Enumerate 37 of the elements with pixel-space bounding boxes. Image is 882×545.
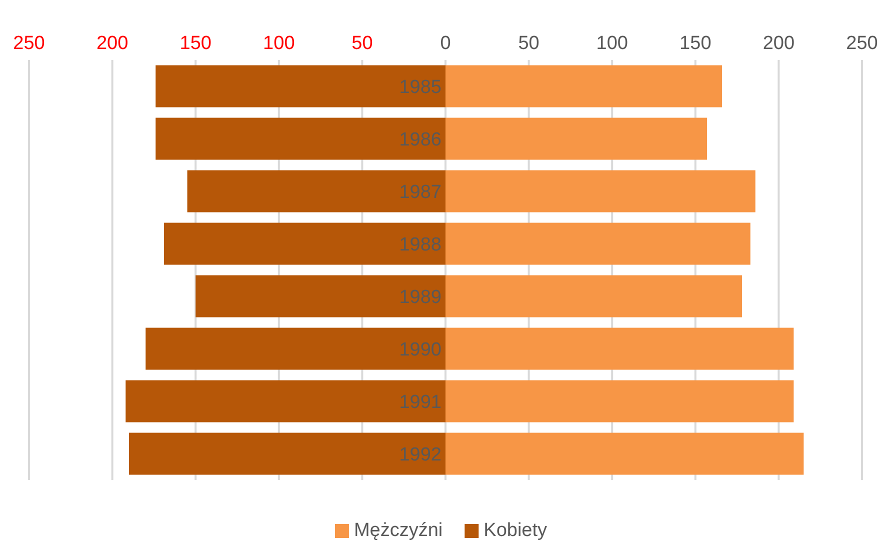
x-tick-label: 200 [762,33,795,54]
bar [128,432,446,475]
legend-label: Mężczyźni [354,520,443,541]
bar [164,222,446,265]
bar [446,222,750,265]
bar [446,118,708,160]
x-tick-label: 250 [846,33,878,54]
bar [446,275,742,318]
x-tick-label: 150 [680,33,712,54]
bar [446,380,794,422]
y-tick-label: 1991 [399,392,442,413]
bar [446,328,794,370]
bar [156,65,446,108]
y-tick-label: 1985 [399,76,442,98]
y-tick-label: 1987 [399,182,442,203]
y-tick-label: 1986 [399,129,442,150]
x-tick-label: 100 [596,33,628,54]
x-tick-label: 150 [180,33,212,54]
bar [187,170,446,212]
bar [126,380,446,422]
y-tick-label: 1989 [399,286,442,308]
legend-label: Kobiety [484,520,548,541]
y-tick-label: 1992 [399,444,442,466]
x-tick-label: 200 [96,33,128,54]
x-tick-label: 50 [352,33,373,54]
bar [196,275,446,318]
bar [146,328,446,370]
bar [446,65,722,108]
y-tick-label: 1990 [399,339,442,360]
bar [156,118,446,160]
bar [446,432,804,475]
x-tick-label: 50 [518,33,540,54]
y-tick-label: 1988 [399,234,442,256]
x-tick-label: 100 [263,33,295,54]
bar [446,170,756,212]
x-tick-label: 250 [13,33,45,54]
x-tick-label: 0 [440,33,451,54]
